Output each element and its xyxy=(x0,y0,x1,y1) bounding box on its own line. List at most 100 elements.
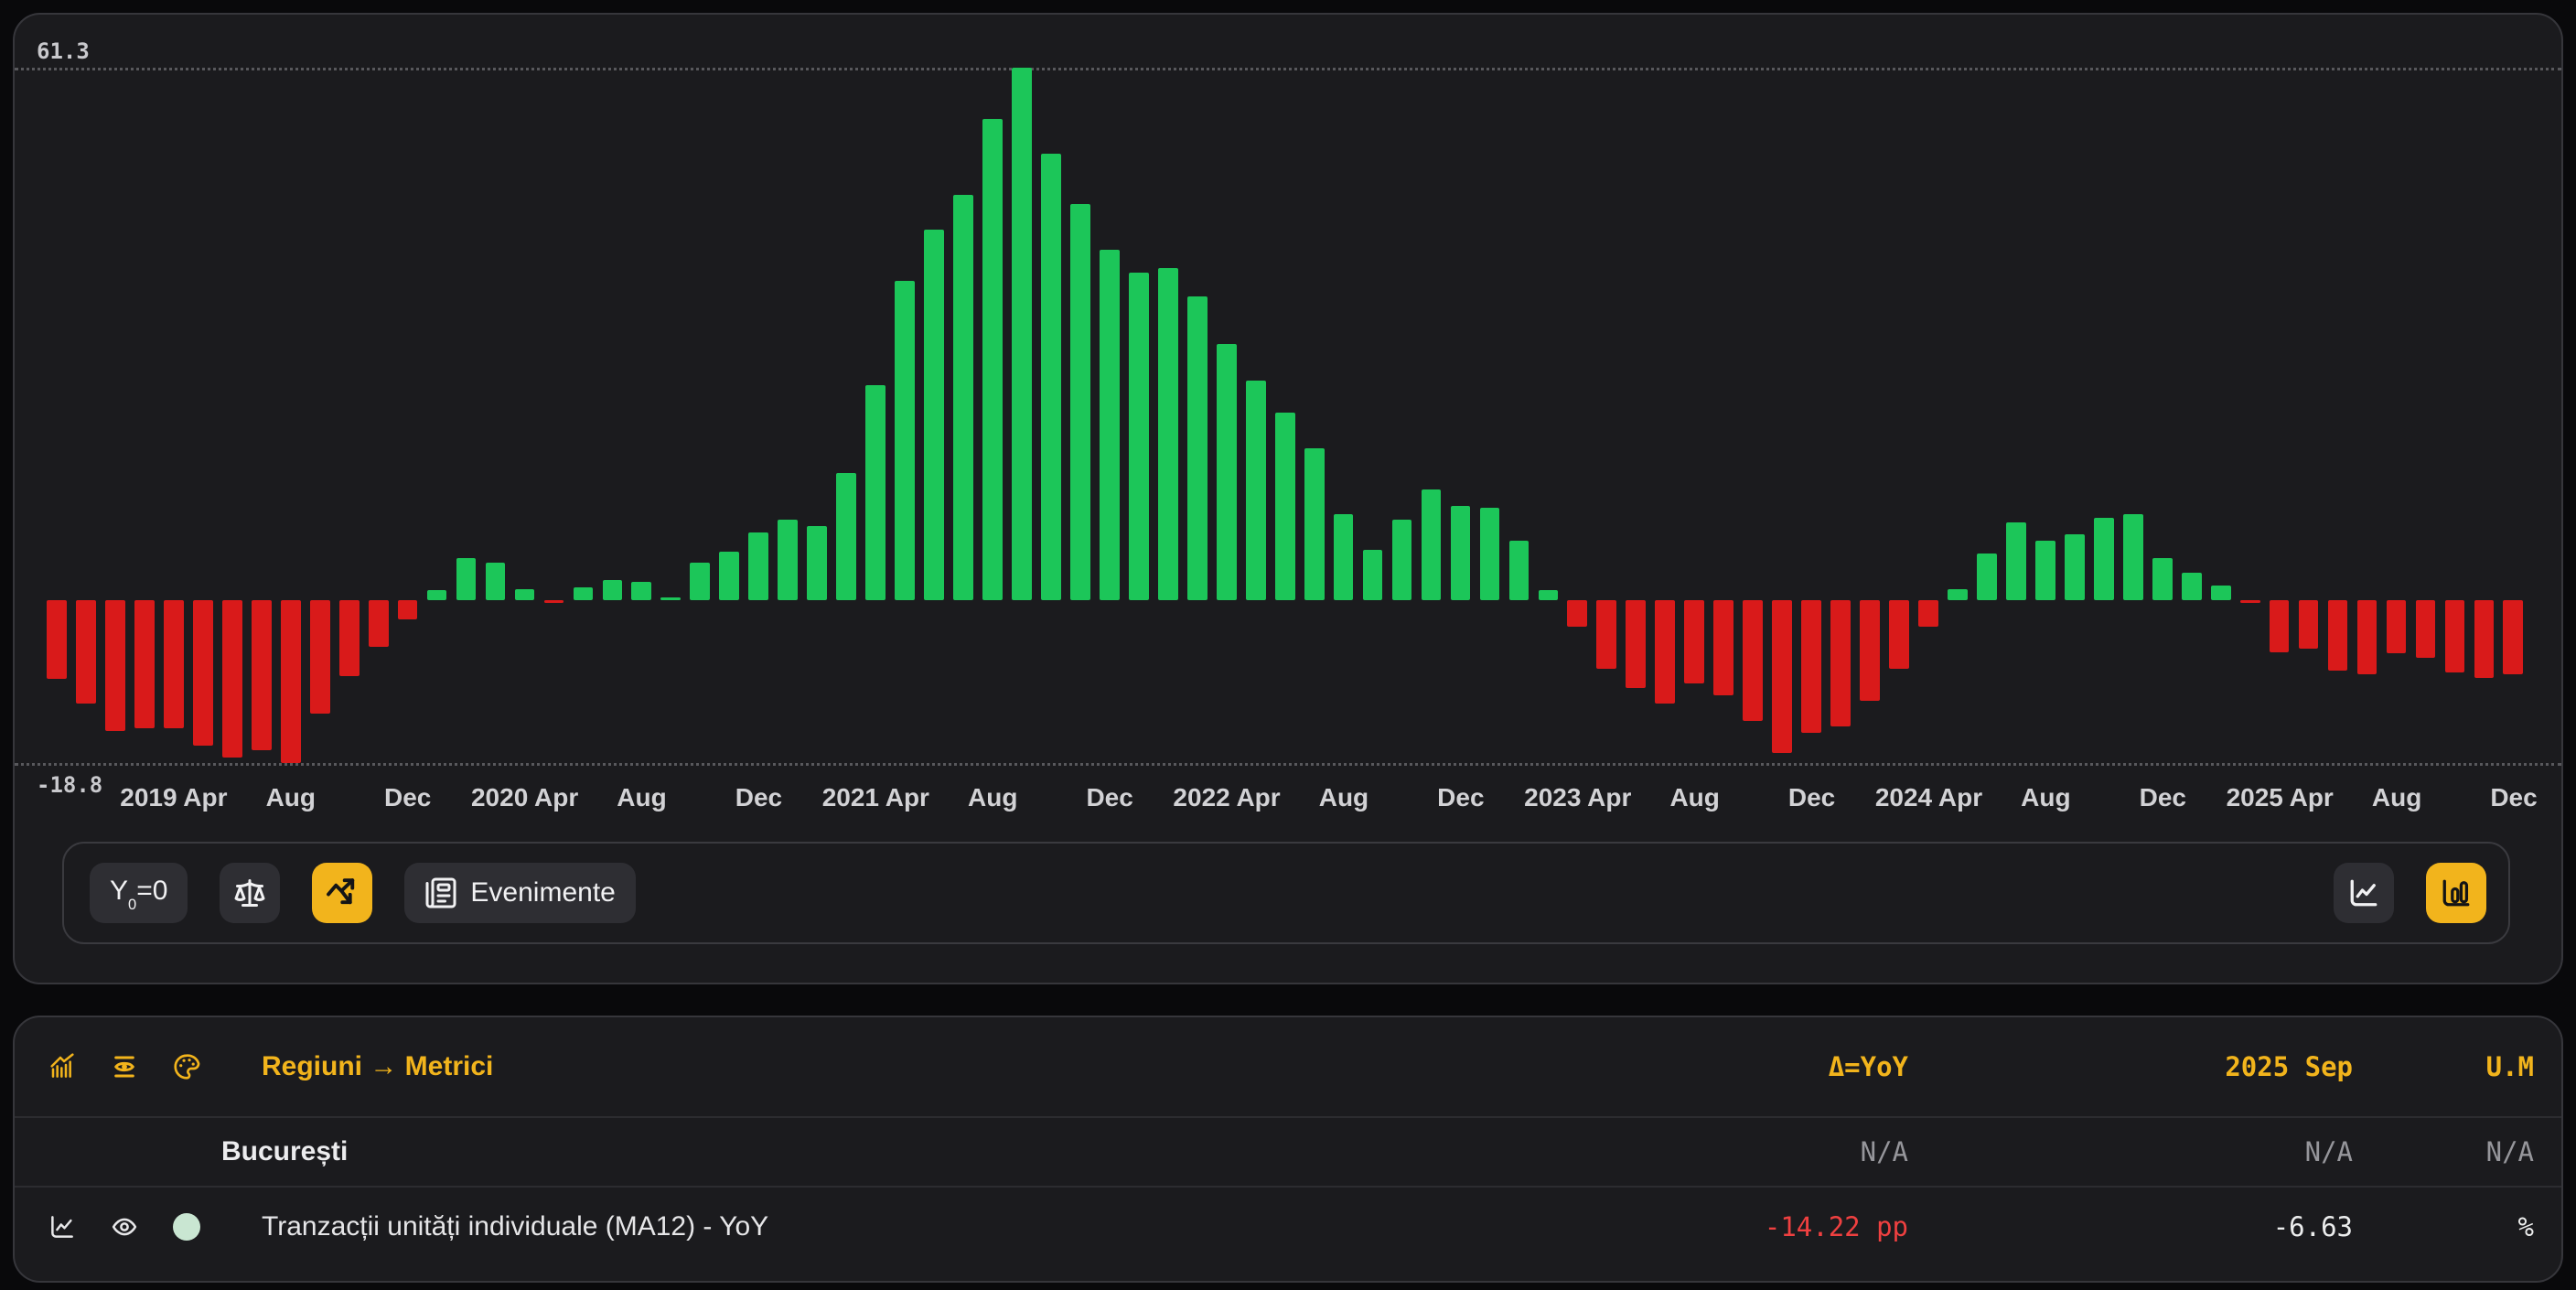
trend-mode-button[interactable] xyxy=(312,863,373,923)
bar-slot[interactable] xyxy=(1183,68,1212,763)
bar-2024 May[interactable] xyxy=(1948,589,1968,600)
bar-slot[interactable] xyxy=(1358,68,1388,763)
bar-2025 Dec[interactable] xyxy=(2503,599,2524,675)
bar-slot[interactable] xyxy=(2002,68,2031,763)
bar-slot[interactable] xyxy=(1533,68,1562,763)
bar-slot[interactable] xyxy=(978,68,1007,763)
bar-2020 Jul[interactable] xyxy=(602,579,623,600)
bar-slot[interactable] xyxy=(188,68,218,763)
eye-icon[interactable] xyxy=(110,1213,139,1241)
bar-2023 Nov[interactable] xyxy=(1772,599,1793,753)
bar-slot[interactable] xyxy=(2060,68,2089,763)
bar-2021 Jun[interactable] xyxy=(924,230,944,600)
bar-slot[interactable] xyxy=(2148,68,2177,763)
bar-2025 Sep[interactable] xyxy=(2415,599,2436,658)
bar-slot[interactable] xyxy=(832,68,861,763)
bar-slot[interactable] xyxy=(1095,68,1124,763)
bar-2019 Apr[interactable] xyxy=(163,599,184,729)
bar-slot[interactable] xyxy=(1767,68,1797,763)
palette-icon[interactable] xyxy=(172,1051,201,1082)
bar-2018 Dec[interactable] xyxy=(47,599,67,679)
bar-plot[interactable] xyxy=(42,68,2528,763)
table-row-metric[interactable]: Tranzacții unități individuale (MA12) - … xyxy=(15,1186,2561,1266)
bar-2020 Feb[interactable] xyxy=(456,558,477,600)
bar-slot[interactable] xyxy=(1036,68,1066,763)
bar-slot[interactable] xyxy=(627,68,656,763)
bar-2020 Apr[interactable] xyxy=(514,589,535,600)
bar-slot[interactable] xyxy=(2353,68,2382,763)
bar-slot[interactable] xyxy=(452,68,481,763)
bar-2025 Jan[interactable] xyxy=(2181,573,2202,600)
bar-2020 Dec[interactable] xyxy=(748,532,769,600)
bar-2021 Nov[interactable] xyxy=(1070,203,1090,600)
bar-slot[interactable] xyxy=(510,68,540,763)
bar-slot[interactable] xyxy=(364,68,393,763)
bar-2022 May[interactable] xyxy=(1245,380,1266,600)
bar-slot[interactable] xyxy=(247,68,276,763)
bar-2025 Nov[interactable] xyxy=(2474,599,2495,678)
table-row-group[interactable]: București N/A N/A N/A xyxy=(15,1116,2561,1186)
bar-slot[interactable] xyxy=(656,68,685,763)
bar-2025 Apr[interactable] xyxy=(2269,599,2290,653)
bar-slot[interactable] xyxy=(802,68,832,763)
bar-slot[interactable] xyxy=(949,68,978,763)
bar-slot[interactable] xyxy=(71,68,101,763)
bar-2025 May[interactable] xyxy=(2298,599,2319,649)
bar-slot[interactable] xyxy=(2265,68,2294,763)
bar-2019 Oct[interactable] xyxy=(338,599,360,677)
bar-2019 Dec[interactable] xyxy=(397,599,418,620)
bar-slot[interactable] xyxy=(1797,68,1826,763)
bar-2019 Jul[interactable] xyxy=(251,599,272,750)
bar-2023 Oct[interactable] xyxy=(1743,599,1764,722)
bar-2024 Jul[interactable] xyxy=(2006,522,2026,600)
bar-slot[interactable] xyxy=(2382,68,2411,763)
bar-2022 Jan[interactable] xyxy=(1128,272,1149,600)
line-chart-icon[interactable] xyxy=(48,1213,77,1241)
bar-slot[interactable] xyxy=(2324,68,2353,763)
bar-slot[interactable] xyxy=(1241,68,1271,763)
bar-slot[interactable] xyxy=(2294,68,2324,763)
bar-2021 Aug[interactable] xyxy=(982,118,1003,600)
bar-slot[interactable] xyxy=(919,68,949,763)
bar-2023 Jan[interactable] xyxy=(1479,508,1500,600)
bar-slot[interactable] xyxy=(568,68,597,763)
bar-2024 Feb[interactable] xyxy=(1860,599,1880,701)
bar-2025 Aug[interactable] xyxy=(2386,599,2407,654)
bar-2021 Jul[interactable] xyxy=(953,195,973,600)
bar-2020 Nov[interactable] xyxy=(719,551,740,600)
bar-slot[interactable] xyxy=(1855,68,1884,763)
bar-2023 Sep[interactable] xyxy=(1713,599,1734,695)
bar-slot[interactable] xyxy=(306,68,335,763)
bar-slot[interactable] xyxy=(2031,68,2060,763)
bar-2020 Aug[interactable] xyxy=(631,581,652,600)
bar-slot[interactable] xyxy=(1738,68,1767,763)
bar-2024 Nov[interactable] xyxy=(2122,513,2143,600)
bar-2019 Nov[interactable] xyxy=(368,599,389,647)
bar-2022 Mar[interactable] xyxy=(1186,296,1208,600)
bar-slot[interactable] xyxy=(218,68,247,763)
scale-toggle-button[interactable] xyxy=(220,863,281,923)
bar-slot[interactable] xyxy=(1475,68,1504,763)
bar-2022 Sep[interactable] xyxy=(1362,549,1383,600)
bar-2021 Jan[interactable] xyxy=(778,520,799,600)
bar-slot[interactable] xyxy=(1972,68,2002,763)
bar-2019 May[interactable] xyxy=(192,599,213,746)
bar-slot[interactable] xyxy=(159,68,188,763)
column-header-delta[interactable]: Δ=YoY xyxy=(1828,1051,1908,1082)
bar-2019 Aug[interactable] xyxy=(280,599,301,763)
bar-slot[interactable] xyxy=(2410,68,2440,763)
bar-2021 Apr[interactable] xyxy=(865,385,886,600)
bar-slot[interactable] xyxy=(335,68,364,763)
bar-2023 Dec[interactable] xyxy=(1801,599,1821,733)
bar-2022 Nov[interactable] xyxy=(1421,489,1442,600)
bar-slot[interactable] xyxy=(1826,68,1855,763)
bar-slot[interactable] xyxy=(1592,68,1621,763)
bar-slot[interactable] xyxy=(1212,68,1241,763)
bar-2022 Feb[interactable] xyxy=(1157,268,1178,600)
bar-2023 Mar[interactable] xyxy=(1538,590,1559,600)
bar-2020 Jan[interactable] xyxy=(426,590,447,600)
bar-slot[interactable] xyxy=(1329,68,1358,763)
bar-slot[interactable] xyxy=(1300,68,1329,763)
bars-trend-icon[interactable] xyxy=(48,1051,77,1082)
bar-slot[interactable] xyxy=(1709,68,1738,763)
